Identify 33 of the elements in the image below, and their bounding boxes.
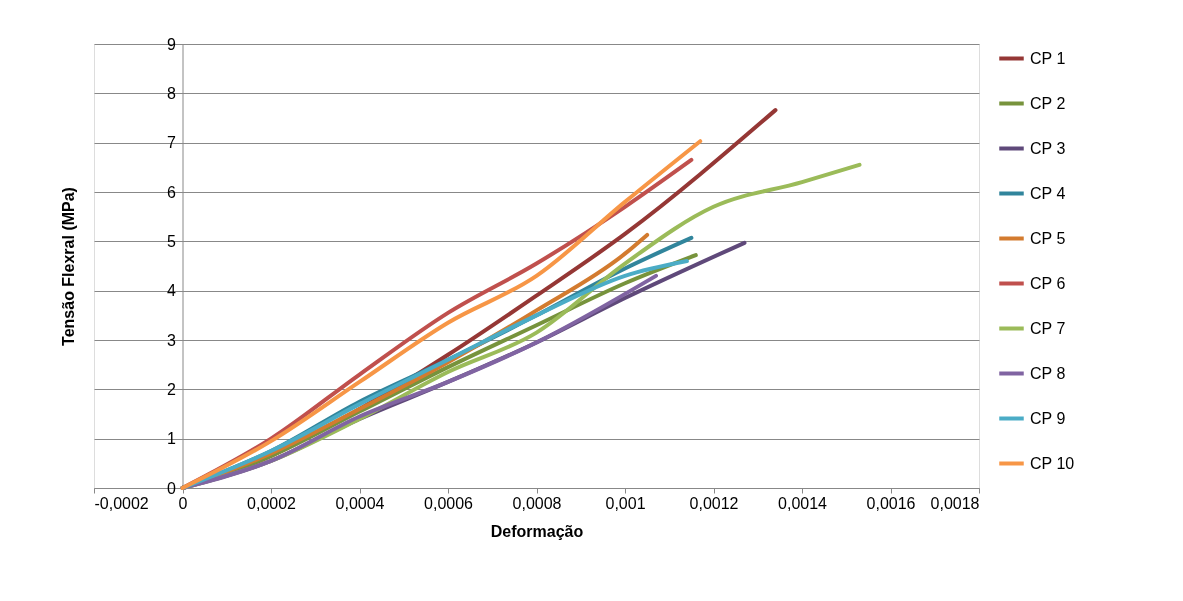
- x-tick-label: 0,001: [605, 494, 646, 512]
- x-tick-label: 0,0012: [689, 494, 739, 512]
- legend-label: CP 2: [1030, 94, 1066, 112]
- x-tick-label: 0,0018: [930, 494, 980, 512]
- x-tick-label: 0,0016: [866, 494, 916, 512]
- x-axis-title: Deformação: [490, 522, 584, 540]
- x-tick-label: 0,0006: [424, 494, 474, 512]
- legend-label: CP 7: [1030, 319, 1066, 337]
- x-tick-label: 0,0004: [335, 494, 385, 512]
- y-tick-label: 1: [167, 430, 177, 448]
- x-tick-label: 0,0002: [247, 494, 297, 512]
- legend-label: CP 4: [1030, 184, 1066, 202]
- legend-label: CP 6: [1030, 274, 1066, 292]
- legend-label: CP 1: [1030, 49, 1066, 67]
- y-tick-label: 3: [167, 331, 177, 349]
- x-tick-label: -0,0002: [94, 494, 149, 512]
- legend-label: CP 8: [1030, 364, 1066, 382]
- legend-label: CP 9: [1030, 409, 1066, 427]
- y-tick-label: 7: [167, 134, 177, 152]
- x-tick-label: 0,0014: [778, 494, 828, 512]
- legend-label: CP 3: [1030, 139, 1066, 157]
- legend-label: CP 5: [1030, 229, 1066, 247]
- x-tick-label: 0: [178, 494, 188, 512]
- x-tick-label: 0,0008: [512, 494, 562, 512]
- y-tick-label: 2: [167, 380, 177, 398]
- y-tick-label: 4: [167, 282, 177, 300]
- legend-label: CP 10: [1030, 454, 1075, 472]
- y-tick-label: 6: [167, 183, 177, 201]
- y-tick-label: 9: [167, 35, 177, 53]
- y-tick-label: 5: [167, 232, 177, 250]
- y-tick-label: 0: [167, 479, 177, 497]
- y-tick-label: 8: [167, 84, 177, 102]
- y-axis-title: Tensão Flexral (MPa): [59, 187, 77, 346]
